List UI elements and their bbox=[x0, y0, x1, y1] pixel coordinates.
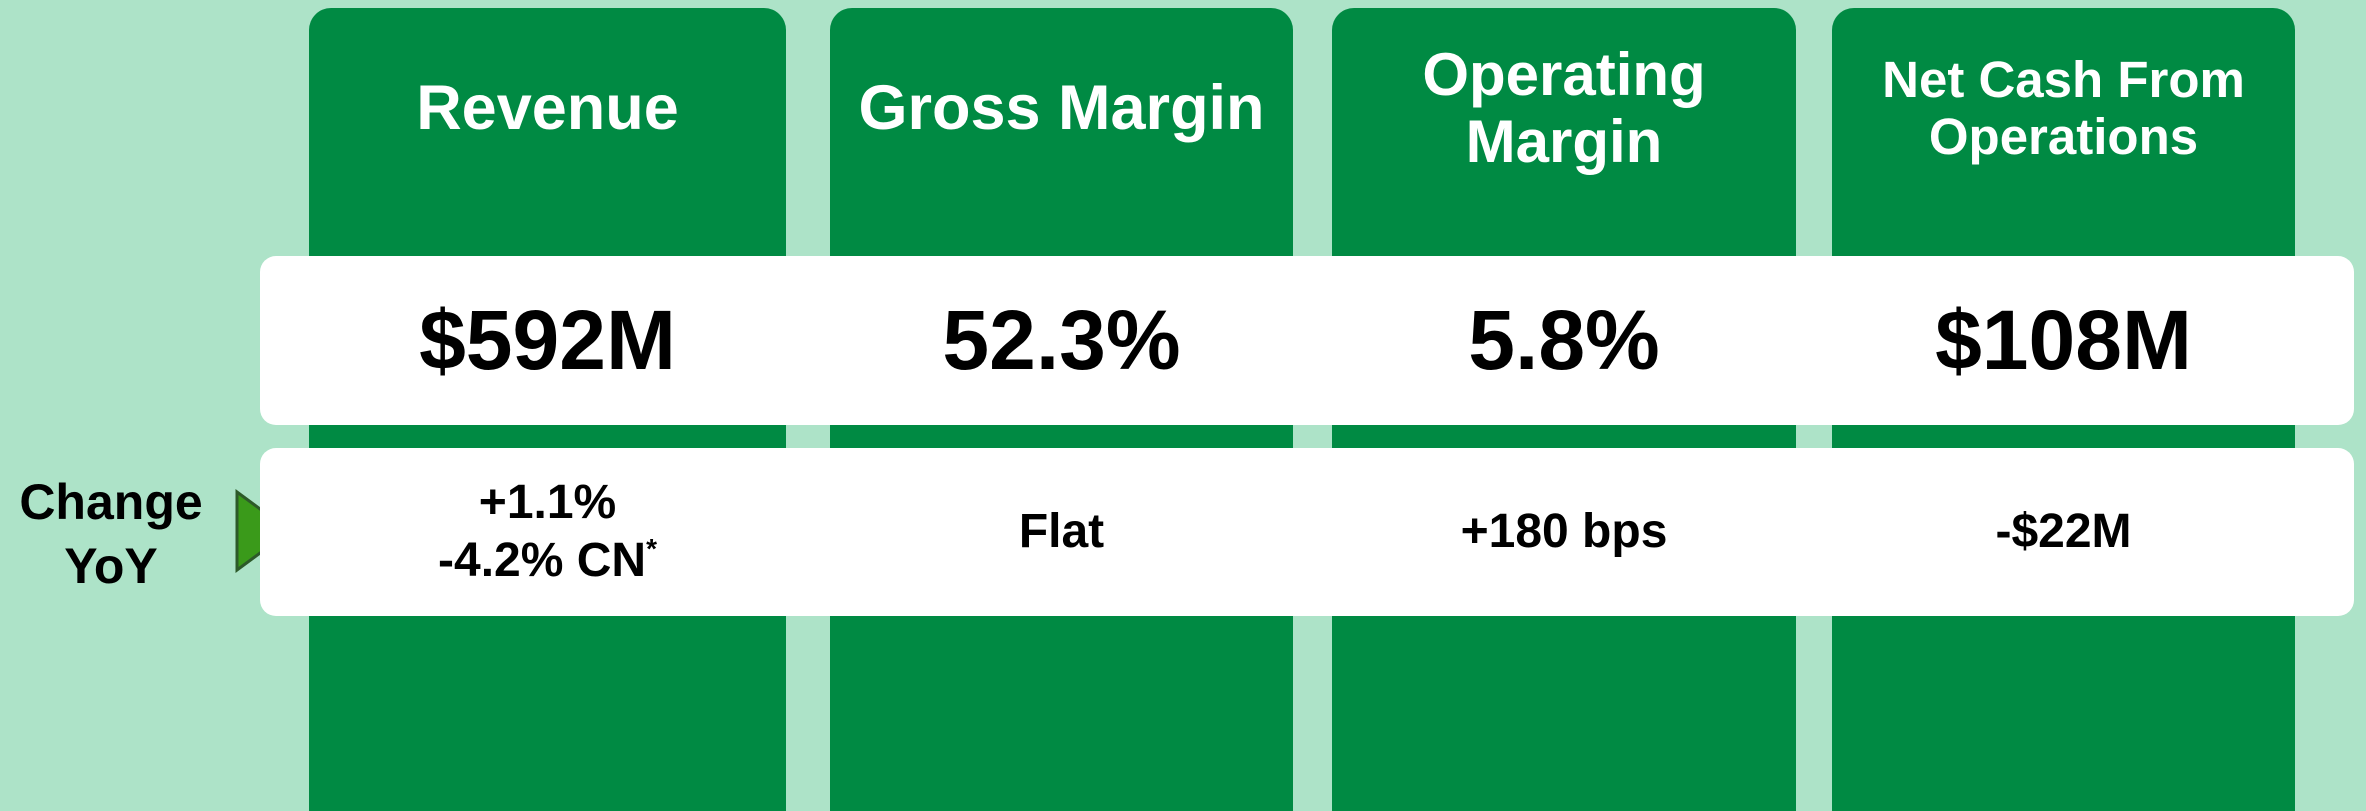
change-text: -4.2% CN bbox=[438, 534, 647, 587]
card-title-line: Revenue bbox=[416, 72, 679, 143]
card-change: +1.1% -4.2% CN* bbox=[309, 448, 786, 616]
card-title: Net Cash From Operations bbox=[1832, 8, 2295, 208]
change-line: -4.2% CN* bbox=[438, 532, 657, 590]
card-change: Flat bbox=[830, 448, 1293, 616]
card-change: +180 bps bbox=[1332, 448, 1796, 616]
change-text: +180 bps bbox=[1460, 505, 1668, 559]
card-title: Operating Margin bbox=[1332, 8, 1796, 208]
card-title-line: Margin bbox=[1465, 108, 1663, 175]
card-value: $592M bbox=[419, 293, 676, 387]
change-text: +1.1% bbox=[478, 476, 617, 530]
change-text: Flat bbox=[1018, 505, 1105, 559]
change-band bbox=[260, 448, 2354, 616]
card-title: Gross Margin bbox=[830, 8, 1293, 208]
value-band bbox=[260, 256, 2354, 425]
card-title-line: Operating bbox=[1422, 40, 1706, 108]
card-value: $108M bbox=[1935, 293, 2192, 387]
change-line: Flat bbox=[1019, 503, 1104, 561]
change-line: -$22M bbox=[1995, 503, 2131, 561]
card-title-line: Operations bbox=[1928, 108, 2199, 165]
card-value: 5.8% bbox=[1468, 293, 1660, 387]
change-text: -$22M bbox=[1995, 505, 2132, 559]
card-title: Revenue bbox=[309, 8, 786, 208]
card-value: 52.3% bbox=[942, 293, 1181, 387]
card-title-line: Net Cash From bbox=[1882, 50, 2245, 108]
change-line: +180 bps bbox=[1461, 503, 1668, 561]
row-label-line: Change bbox=[19, 474, 203, 530]
row-label: Change YoY bbox=[0, 470, 222, 598]
card-change: -$22M bbox=[1832, 448, 2295, 616]
change-line: +1.1% bbox=[479, 474, 616, 532]
card-title-line: Gross Margin bbox=[858, 72, 1265, 143]
row-label-line: YoY bbox=[64, 538, 158, 594]
footnote-mark: * bbox=[646, 533, 657, 564]
